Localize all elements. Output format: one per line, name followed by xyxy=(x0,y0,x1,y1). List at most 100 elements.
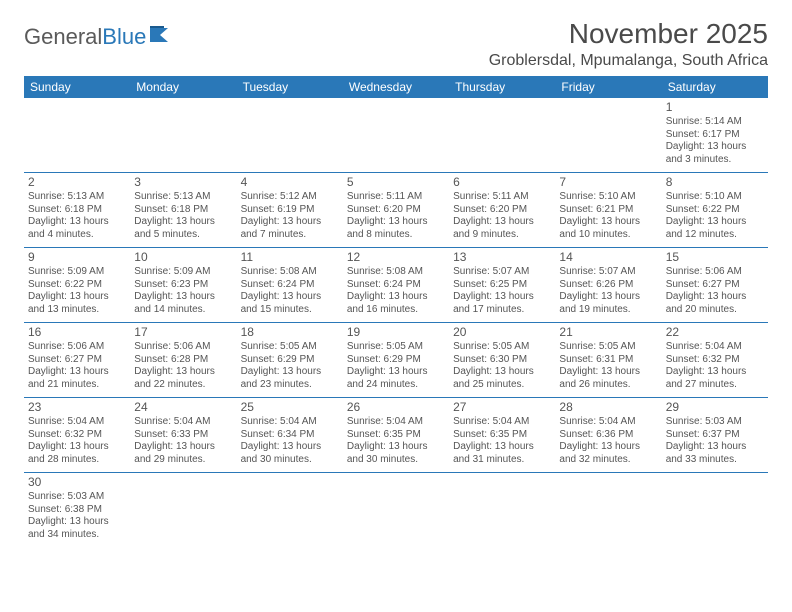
weekday-header: Wednesday xyxy=(343,76,449,98)
sunrise-text: Sunrise: 5:13 AM xyxy=(28,191,126,204)
daylight-text: Daylight: 13 hours and 12 minutes. xyxy=(666,216,764,241)
sunrise-text: Sunrise: 5:10 AM xyxy=(666,191,764,204)
sunset-text: Sunset: 6:18 PM xyxy=(28,204,126,217)
logo-flag-icon xyxy=(150,24,176,50)
day-number: 25 xyxy=(241,400,339,415)
daylight-text: Daylight: 13 hours and 21 minutes. xyxy=(28,366,126,391)
calendar-cell: 5Sunrise: 5:11 AMSunset: 6:20 PMDaylight… xyxy=(343,173,449,248)
calendar-cell: 14Sunrise: 5:07 AMSunset: 6:26 PMDayligh… xyxy=(555,248,661,323)
sunrise-text: Sunrise: 5:04 AM xyxy=(453,416,551,429)
sunset-text: Sunset: 6:37 PM xyxy=(666,429,764,442)
day-number: 5 xyxy=(347,175,445,190)
day-number: 11 xyxy=(241,250,339,265)
sunset-text: Sunset: 6:26 PM xyxy=(559,279,657,292)
sunrise-text: Sunrise: 5:04 AM xyxy=(347,416,445,429)
sunrise-text: Sunrise: 5:03 AM xyxy=(28,491,126,504)
calendar-cell: 3Sunrise: 5:13 AMSunset: 6:18 PMDaylight… xyxy=(130,173,236,248)
day-number: 30 xyxy=(28,475,126,490)
sunrise-text: Sunrise: 5:04 AM xyxy=(241,416,339,429)
calendar-cell: 15Sunrise: 5:06 AMSunset: 6:27 PMDayligh… xyxy=(662,248,768,323)
calendar-body: 1Sunrise: 5:14 AMSunset: 6:17 PMDaylight… xyxy=(24,98,768,547)
sunrise-text: Sunrise: 5:04 AM xyxy=(666,341,764,354)
weekday-header: Thursday xyxy=(449,76,555,98)
day-number: 18 xyxy=(241,325,339,340)
sunset-text: Sunset: 6:19 PM xyxy=(241,204,339,217)
sunrise-text: Sunrise: 5:11 AM xyxy=(453,191,551,204)
daylight-text: Daylight: 13 hours and 30 minutes. xyxy=(241,441,339,466)
calendar-table: Sunday Monday Tuesday Wednesday Thursday… xyxy=(24,76,768,547)
calendar-row: 23Sunrise: 5:04 AMSunset: 6:32 PMDayligh… xyxy=(24,398,768,473)
daylight-text: Daylight: 13 hours and 3 minutes. xyxy=(666,141,764,166)
sunrise-text: Sunrise: 5:14 AM xyxy=(666,116,764,129)
calendar-cell: 12Sunrise: 5:08 AMSunset: 6:24 PMDayligh… xyxy=(343,248,449,323)
brand-logo: GeneralBlue xyxy=(24,18,176,50)
sunset-text: Sunset: 6:20 PM xyxy=(453,204,551,217)
daylight-text: Daylight: 13 hours and 8 minutes. xyxy=(347,216,445,241)
sunset-text: Sunset: 6:22 PM xyxy=(28,279,126,292)
day-number: 27 xyxy=(453,400,551,415)
calendar-cell: 4Sunrise: 5:12 AMSunset: 6:19 PMDaylight… xyxy=(237,173,343,248)
day-number: 3 xyxy=(134,175,232,190)
calendar-cell: 8Sunrise: 5:10 AMSunset: 6:22 PMDaylight… xyxy=(662,173,768,248)
daylight-text: Daylight: 13 hours and 13 minutes. xyxy=(28,291,126,316)
day-number: 16 xyxy=(28,325,126,340)
sunset-text: Sunset: 6:34 PM xyxy=(241,429,339,442)
calendar-cell: 24Sunrise: 5:04 AMSunset: 6:33 PMDayligh… xyxy=(130,398,236,473)
brand-part2: Blue xyxy=(102,24,146,50)
daylight-text: Daylight: 13 hours and 25 minutes. xyxy=(453,366,551,391)
day-number: 26 xyxy=(347,400,445,415)
daylight-text: Daylight: 13 hours and 10 minutes. xyxy=(559,216,657,241)
sunset-text: Sunset: 6:22 PM xyxy=(666,204,764,217)
sunset-text: Sunset: 6:27 PM xyxy=(666,279,764,292)
day-number: 22 xyxy=(666,325,764,340)
sunrise-text: Sunrise: 5:13 AM xyxy=(134,191,232,204)
daylight-text: Daylight: 13 hours and 4 minutes. xyxy=(28,216,126,241)
day-number: 2 xyxy=(28,175,126,190)
calendar-cell: 28Sunrise: 5:04 AMSunset: 6:36 PMDayligh… xyxy=(555,398,661,473)
weekday-header: Friday xyxy=(555,76,661,98)
calendar-cell xyxy=(449,98,555,173)
calendar-cell xyxy=(343,98,449,173)
daylight-text: Daylight: 13 hours and 30 minutes. xyxy=(347,441,445,466)
sunset-text: Sunset: 6:20 PM xyxy=(347,204,445,217)
calendar-row: 1Sunrise: 5:14 AMSunset: 6:17 PMDaylight… xyxy=(24,98,768,173)
calendar-cell: 25Sunrise: 5:04 AMSunset: 6:34 PMDayligh… xyxy=(237,398,343,473)
calendar-cell xyxy=(237,473,343,548)
day-number: 21 xyxy=(559,325,657,340)
daylight-text: Daylight: 13 hours and 33 minutes. xyxy=(666,441,764,466)
day-number: 17 xyxy=(134,325,232,340)
calendar-cell xyxy=(24,98,130,173)
sunset-text: Sunset: 6:36 PM xyxy=(559,429,657,442)
daylight-text: Daylight: 13 hours and 9 minutes. xyxy=(453,216,551,241)
sunset-text: Sunset: 6:35 PM xyxy=(453,429,551,442)
day-number: 4 xyxy=(241,175,339,190)
calendar-cell: 11Sunrise: 5:08 AMSunset: 6:24 PMDayligh… xyxy=(237,248,343,323)
calendar-cell: 21Sunrise: 5:05 AMSunset: 6:31 PMDayligh… xyxy=(555,323,661,398)
calendar-cell: 20Sunrise: 5:05 AMSunset: 6:30 PMDayligh… xyxy=(449,323,555,398)
sunset-text: Sunset: 6:17 PM xyxy=(666,129,764,142)
sunset-text: Sunset: 6:29 PM xyxy=(347,354,445,367)
calendar-cell: 9Sunrise: 5:09 AMSunset: 6:22 PMDaylight… xyxy=(24,248,130,323)
calendar-cell: 2Sunrise: 5:13 AMSunset: 6:18 PMDaylight… xyxy=(24,173,130,248)
sunrise-text: Sunrise: 5:08 AM xyxy=(347,266,445,279)
calendar-page: GeneralBlue November 2025 Groblersdal, M… xyxy=(0,0,792,547)
day-number: 14 xyxy=(559,250,657,265)
calendar-cell: 6Sunrise: 5:11 AMSunset: 6:20 PMDaylight… xyxy=(449,173,555,248)
day-number: 13 xyxy=(453,250,551,265)
sunset-text: Sunset: 6:24 PM xyxy=(241,279,339,292)
sunrise-text: Sunrise: 5:09 AM xyxy=(134,266,232,279)
title-block: November 2025 Groblersdal, Mpumalanga, S… xyxy=(489,18,768,70)
sunrise-text: Sunrise: 5:06 AM xyxy=(28,341,126,354)
daylight-text: Daylight: 13 hours and 15 minutes. xyxy=(241,291,339,316)
sunset-text: Sunset: 6:28 PM xyxy=(134,354,232,367)
sunrise-text: Sunrise: 5:06 AM xyxy=(666,266,764,279)
daylight-text: Daylight: 13 hours and 29 minutes. xyxy=(134,441,232,466)
sunrise-text: Sunrise: 5:08 AM xyxy=(241,266,339,279)
sunrise-text: Sunrise: 5:12 AM xyxy=(241,191,339,204)
calendar-row: 2Sunrise: 5:13 AMSunset: 6:18 PMDaylight… xyxy=(24,173,768,248)
sunset-text: Sunset: 6:18 PM xyxy=(134,204,232,217)
sunset-text: Sunset: 6:32 PM xyxy=(28,429,126,442)
weekday-header: Monday xyxy=(130,76,236,98)
sunrise-text: Sunrise: 5:05 AM xyxy=(453,341,551,354)
weekday-header-row: Sunday Monday Tuesday Wednesday Thursday… xyxy=(24,76,768,98)
